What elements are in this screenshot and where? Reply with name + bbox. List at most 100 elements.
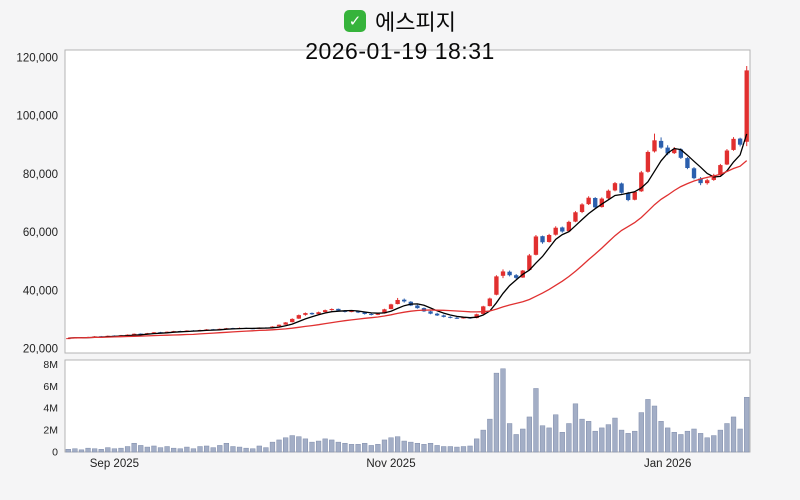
volume-bar (467, 445, 473, 453)
candle (494, 275, 499, 296)
volume-bar (480, 429, 486, 453)
volume-bar (513, 434, 519, 453)
volume-bar (329, 439, 335, 453)
volume-bar (203, 445, 210, 453)
candle (540, 235, 545, 244)
volume-bar (78, 449, 85, 453)
volume-bar (65, 449, 71, 453)
volume-bar (493, 372, 500, 453)
volume-bar (434, 445, 440, 453)
volume-bar (118, 447, 124, 453)
volume-bar (309, 441, 315, 453)
volume-bar (85, 447, 91, 453)
volume-bar (289, 435, 295, 453)
volume-bar (197, 446, 203, 453)
candle (546, 233, 552, 243)
candle (553, 226, 558, 236)
candle (303, 312, 308, 316)
volume-bar (190, 448, 197, 453)
candle (599, 197, 604, 208)
volume-bar (283, 437, 289, 453)
volume-axis-label: 2M (43, 425, 58, 437)
volume-bar (408, 441, 414, 453)
candle (527, 253, 532, 271)
volume-bar (151, 445, 157, 453)
candle (737, 137, 743, 147)
price-axis-label: 20,000 (23, 344, 58, 356)
volume-bar (671, 432, 677, 453)
candle (290, 318, 295, 323)
volume-bar (441, 446, 447, 453)
candle (566, 220, 572, 232)
ma-short-line (68, 133, 748, 339)
volume-bar (460, 446, 467, 453)
title-row: ✓ 에스피지 (0, 5, 800, 37)
candle (586, 196, 591, 205)
candle (66, 337, 71, 340)
candle (619, 182, 624, 194)
volume-bar (269, 441, 276, 453)
volume-bar (263, 447, 269, 453)
x-axis-label: Nov 2025 (366, 458, 415, 470)
volume-bar (454, 446, 460, 453)
volume-bar (92, 448, 98, 453)
volume-bar (157, 447, 164, 453)
candle (309, 312, 315, 315)
volume-bar (98, 449, 104, 453)
volume-bar (533, 388, 539, 453)
volume-bar (704, 437, 710, 453)
candle (731, 137, 736, 151)
volume-bar (375, 444, 381, 453)
candle (652, 133, 657, 153)
chart-header: ✓ 에스피지 2026-01-19 18:31 (0, 5, 800, 65)
volume-bar (724, 423, 730, 453)
volume-axis-label: 6M (43, 381, 58, 393)
volume-bar (362, 442, 368, 453)
candle (448, 316, 453, 319)
volume-bar (487, 418, 493, 453)
volume-bar (177, 448, 183, 453)
volume-bar (223, 442, 229, 453)
volume-bar (171, 447, 177, 453)
volume-bar (691, 428, 697, 453)
x-axis-label: Sep 2025 (90, 458, 139, 470)
price-axis-label: 40,000 (23, 285, 58, 297)
candle (441, 314, 446, 318)
candle (434, 312, 440, 316)
volume-bar (730, 416, 737, 453)
stock-name: 에스피지 (375, 10, 456, 35)
candle (724, 149, 730, 166)
volume-bar (105, 447, 111, 453)
volume-bar (256, 445, 262, 453)
volume-bar (138, 445, 144, 453)
checkbox-icon[interactable]: ✓ (344, 10, 367, 32)
candle (369, 313, 374, 316)
volume-bar (506, 423, 513, 453)
volume-bar (599, 427, 605, 453)
volume-bar (612, 417, 618, 453)
volume-bar (579, 418, 585, 453)
volume-bar (553, 414, 559, 453)
volume-bar (348, 444, 355, 453)
volume-bar (500, 368, 506, 453)
volume-bar (243, 447, 249, 453)
volume-bar (315, 440, 322, 453)
price-axis-label: 80,000 (23, 169, 58, 181)
candle (487, 297, 493, 307)
volume-bar (427, 442, 434, 453)
candle (612, 181, 618, 192)
candle (685, 156, 690, 170)
volume-bar (632, 430, 638, 453)
candle (691, 167, 697, 180)
volume-bar (605, 424, 612, 453)
candle (481, 305, 486, 315)
volume-axis-label: 4M (43, 403, 58, 415)
volume-bar (276, 439, 282, 453)
volume-bar (381, 439, 388, 453)
volume-bar (684, 430, 691, 453)
candle (283, 322, 288, 325)
candle (514, 274, 519, 279)
candle (645, 150, 651, 173)
volume-bar (625, 433, 631, 453)
